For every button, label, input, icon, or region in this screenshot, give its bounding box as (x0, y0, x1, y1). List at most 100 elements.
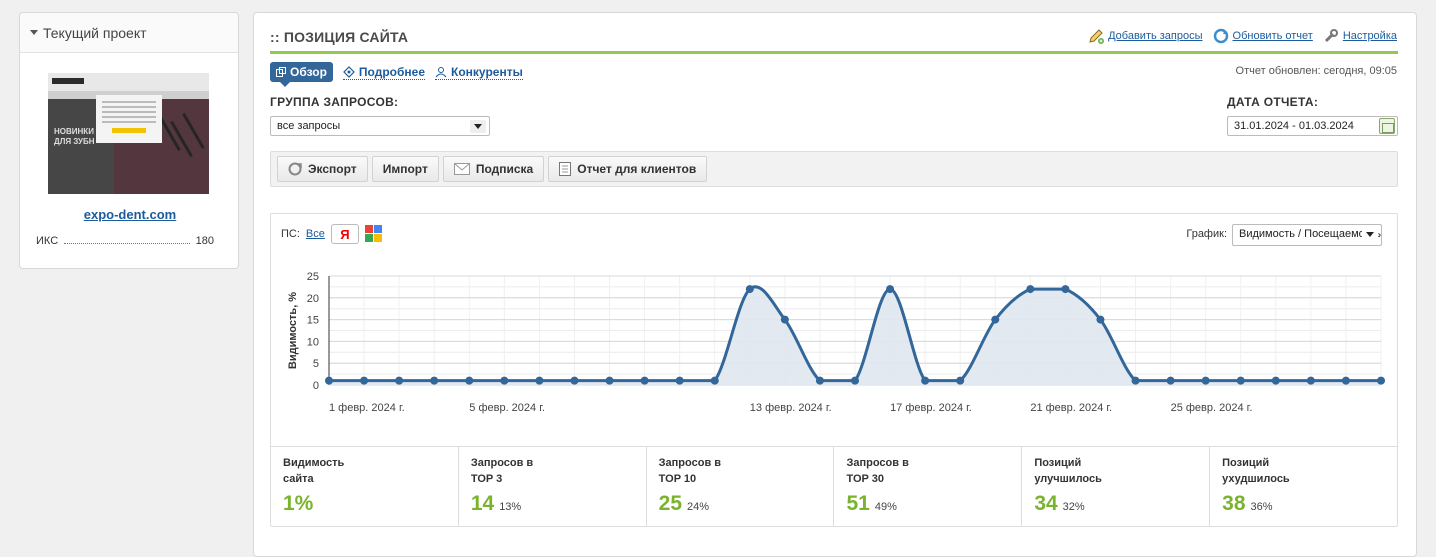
export-button[interactable]: Экспорт (277, 156, 368, 182)
refresh-report-link[interactable]: Обновить отчет (1213, 28, 1313, 44)
data-point (570, 376, 579, 385)
metric-label: Запросов в TOP 30 (846, 457, 909, 485)
tab-competitors[interactable]: Конкуренты (435, 65, 523, 80)
report-date-label: ДАТА ОТЧЕТА: (1227, 95, 1319, 109)
project-site-link[interactable]: expo-dent.com (83, 207, 177, 222)
current-project-title: Текущий проект (43, 25, 147, 41)
y-tick-label: 0 (313, 380, 319, 392)
pencil-plus-icon (1089, 29, 1105, 44)
metric-label: Запросов в TOP 10 (658, 457, 722, 485)
x-tick-label: 21 февр. 2024 г. (1030, 402, 1112, 414)
client-report-button[interactable]: Отчет для клиентов (548, 156, 708, 182)
calendar-icon[interactable] (1379, 118, 1395, 134)
data-point (395, 376, 404, 385)
data-point (360, 376, 369, 385)
user-icon (435, 66, 447, 77)
graph-type-select[interactable]: Видимость / Посещаемость (1232, 224, 1382, 246)
data-point (1377, 376, 1385, 385)
query-group-value: все запросы (277, 120, 341, 132)
data-point (430, 376, 439, 385)
yandex-button[interactable]: Я (330, 224, 359, 244)
y-tick-label: 25 (307, 271, 319, 283)
data-point (1341, 376, 1350, 385)
data-point (640, 376, 649, 385)
current-project-header[interactable]: Текущий проект (20, 13, 238, 53)
series-area (329, 286, 1381, 385)
metric-card: Позиций ухудшилось 38 36% (1210, 447, 1397, 526)
overview-icon (276, 67, 286, 77)
y-tick-label: 15 (307, 315, 319, 327)
metric-value: 34 (1034, 492, 1058, 515)
metric-card: Запросов в TOP 10 25 24% (647, 447, 835, 526)
data-point (1201, 376, 1210, 385)
query-group-label: ГРУППА ЗАПРОСОВ: (270, 95, 399, 109)
report-date-input[interactable]: 31.01.2024 - 01.03.2024 (1227, 116, 1398, 136)
data-point (1026, 285, 1035, 294)
data-point (710, 376, 719, 385)
metric-label: Позиций улучшилось (1034, 457, 1102, 485)
graph-type-value: Видимость / Посещаемость (1239, 228, 1382, 240)
data-point (921, 376, 930, 385)
chevron-down-icon (470, 120, 486, 133)
data-point (465, 376, 474, 385)
data-point (1096, 315, 1105, 324)
visibility-chart: 0 5 10 15 20 25 Видимость, % 1 февр. 2024 г. 5 ф… (287, 271, 1385, 414)
metric-label: Видимость сайта (283, 457, 345, 485)
metric-label: Запросов в TOP 3 (470, 457, 534, 485)
settings-link[interactable]: Настройка (1323, 28, 1397, 44)
x-tick-label: 5 февр. 2024 г. (469, 402, 545, 414)
metric-label: Позиций ухудшилось (1222, 457, 1290, 485)
site-position-panel: :: ПОЗИЦИЯ САЙТА Добавить запросы Обнови… (253, 12, 1417, 557)
add-queries-link[interactable]: Добавить запросы (1088, 28, 1203, 44)
metric-percent: 32% (1062, 501, 1085, 513)
data-point (500, 376, 509, 385)
google-icon[interactable] (364, 225, 383, 243)
tab-overview[interactable]: Обзор (270, 62, 333, 87)
page-title: :: ПОЗИЦИЯ САЙТА (270, 29, 409, 45)
metric-percent: 13% (499, 501, 522, 513)
metric-value: 38 (1222, 492, 1246, 515)
search-engine-filter: ПС: Все Я (281, 224, 383, 244)
refresh-icon (1213, 28, 1228, 44)
data-point (1061, 285, 1070, 294)
subscribe-button[interactable]: Подписка (442, 156, 545, 182)
tab-details[interactable]: Подробнее (342, 65, 426, 80)
import-button[interactable]: Импорт (371, 156, 439, 182)
metric-percent: 36% (1250, 501, 1273, 513)
wrench-icon (1324, 29, 1338, 43)
data-point (956, 376, 965, 385)
data-point (991, 315, 1000, 324)
series-line (329, 285, 1381, 383)
data-point (886, 285, 895, 294)
data-point (1236, 376, 1245, 385)
metrics-row: Видимость сайта 1% Запросов в TOP 3 14 13% За… (271, 446, 1397, 526)
metric-card: Запросов в TOP 30 51 49% (834, 447, 1023, 526)
report-updated-text: Отчет обновлен: сегодня, 09:05 (1235, 65, 1397, 77)
metric-percent: 49% (874, 501, 897, 513)
site-thumbnail[interactable]: НОВИНКИ ДЛЯ ЗУБН (48, 73, 209, 194)
metric-value: 1% (283, 492, 314, 515)
metric-value: 51 (846, 492, 870, 515)
caret-down-icon (30, 29, 38, 35)
report-date-value: 31.01.2024 - 01.03.2024 (1234, 120, 1354, 132)
query-group-select[interactable]: все запросы (270, 116, 490, 136)
document-icon (559, 162, 572, 176)
data-point (780, 315, 789, 324)
y-axis-label: Видимость, % (287, 292, 299, 369)
report-tabs: Обзор Подробнее Конкуренты (270, 62, 523, 87)
iks-value: 180 (195, 235, 214, 247)
data-point (675, 376, 684, 385)
thumbnail-text: НОВИНКИ ДЛЯ ЗУБН (54, 127, 95, 146)
ps-all-link[interactable]: Все (305, 228, 325, 240)
title-divider (270, 51, 1398, 54)
data-point (535, 376, 544, 385)
metric-value: 14 (470, 492, 495, 515)
x-tick-label: 17 февр. 2024 г. (890, 402, 972, 414)
metric-card: Позиций улучшилось 34 32% (1022, 447, 1211, 526)
data-point (851, 376, 859, 385)
data-point (745, 285, 754, 294)
ps-label: ПС: (281, 228, 300, 240)
metric-percent: 24% (687, 501, 710, 513)
x-tick-label: 25 февр. 2024 г. (1171, 402, 1253, 414)
iks-row: ИКС 180 (36, 235, 214, 247)
